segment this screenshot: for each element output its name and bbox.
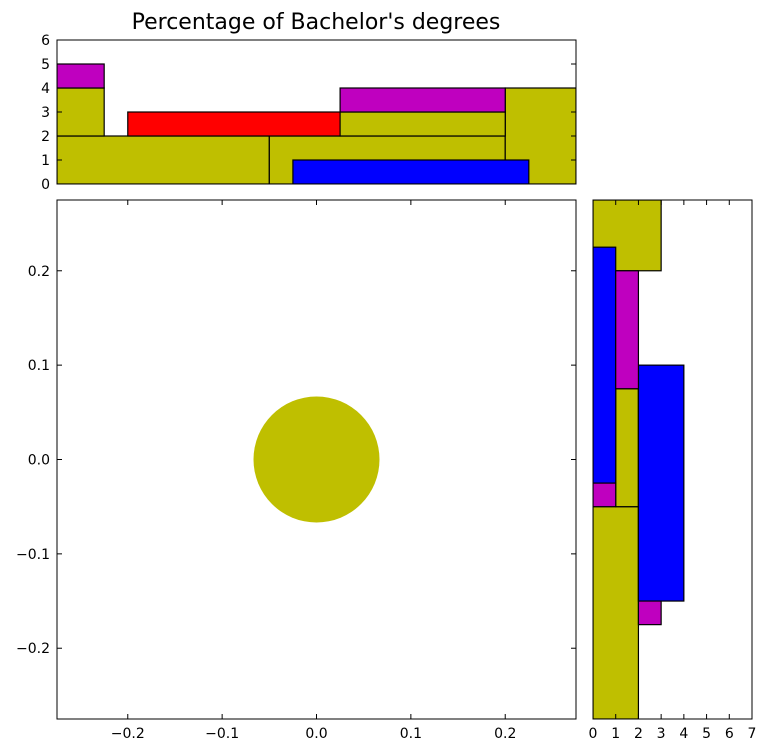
top-histogram-panel: 0 1 2 3 4 5 6: [41, 33, 577, 193]
y-tick-label: 5: [41, 57, 50, 73]
histogram-bar: [339, 111, 506, 137]
main-scatter-panel: −0.2 −0.1 0.0 0.1 0.2 −0.2 −0.1 0.0 0.1 0.2: [16, 199, 577, 742]
x-tick-label: 0.2: [494, 726, 516, 742]
top-hist-marks: [57, 63, 576, 184]
x-tick-label: 0: [589, 726, 598, 742]
chart-title: Percentage of Bachelor's degrees: [132, 10, 501, 35]
x-tick-label: 0.1: [400, 726, 422, 742]
x-tick-label: 3: [657, 726, 666, 742]
histogram-bar: [57, 87, 105, 137]
x-tick-label: −0.2: [111, 726, 145, 742]
x-tick-label: 1: [611, 726, 620, 742]
histogram-bar: [593, 482, 617, 508]
y-tick-label: 6: [41, 33, 50, 49]
histogram-bar: [615, 270, 640, 390]
x-tick-label: 0.0: [305, 726, 327, 742]
y-tick-label: 0.2: [28, 264, 50, 280]
histogram-bar: [57, 135, 270, 184]
right-hist-marks: [593, 200, 685, 719]
histogram-bar: [292, 159, 530, 184]
main-marks: [253, 396, 380, 523]
histogram-bar: [339, 87, 506, 113]
x-tick-label: 5: [702, 726, 711, 742]
y-tick-label: 0: [41, 177, 50, 193]
x-tick-label: 2: [634, 726, 643, 742]
y-tick-label: 4: [41, 81, 50, 97]
x-tick-label: 6: [725, 726, 734, 742]
y-tick-label: 0.1: [28, 358, 50, 374]
histogram-bar: [593, 246, 617, 484]
histogram-bar: [615, 388, 640, 508]
histogram-bar: [127, 111, 341, 137]
y-tick-label: 1: [41, 153, 50, 169]
y-tick-label: 0.0: [28, 453, 50, 469]
y-tick-label: 2: [41, 129, 50, 145]
x-tick-label: −0.1: [205, 726, 239, 742]
histogram-bar: [57, 63, 105, 89]
y-tick-label: −0.2: [16, 641, 50, 657]
y-tick-label: −0.1: [16, 547, 50, 563]
right-hist-frame: [592, 199, 753, 720]
x-tick-label: 4: [679, 726, 688, 742]
scatter-point: [253, 396, 380, 523]
histogram-bar: [593, 506, 640, 719]
x-tick-label: 7: [748, 726, 757, 742]
histogram-bar: [637, 364, 685, 602]
y-tick-label: 3: [41, 105, 50, 121]
